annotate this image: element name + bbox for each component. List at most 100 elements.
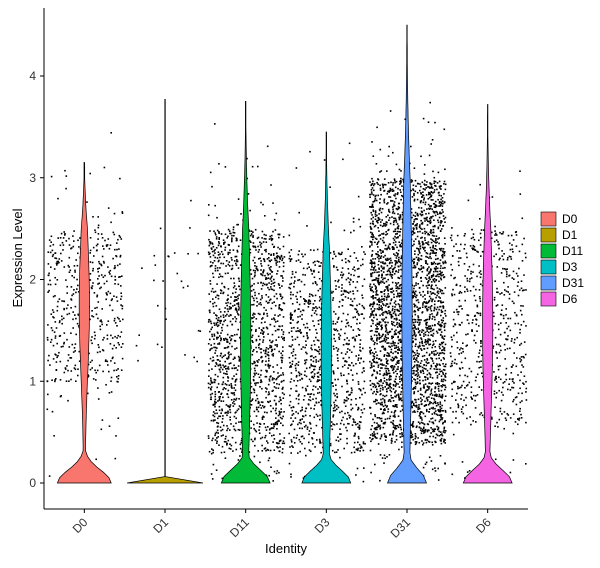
data-point <box>336 393 338 395</box>
data-point <box>423 359 426 361</box>
data-point <box>441 197 444 199</box>
data-point <box>208 450 211 453</box>
data-point <box>278 307 280 310</box>
data-point <box>231 345 233 348</box>
data-point <box>217 417 219 420</box>
data-point <box>304 346 306 349</box>
data-point <box>231 387 233 389</box>
data-point <box>223 366 225 368</box>
data-point <box>362 387 365 390</box>
data-point <box>354 308 356 310</box>
data-point <box>268 301 270 304</box>
data-point <box>73 289 75 291</box>
data-point <box>380 434 383 436</box>
data-point <box>63 266 66 268</box>
data-point <box>426 396 428 399</box>
data-point <box>380 211 383 214</box>
data-point <box>333 265 335 267</box>
data-point <box>393 330 396 333</box>
data-point <box>395 438 398 441</box>
data-point <box>397 253 399 255</box>
data-point <box>290 249 293 251</box>
data-point <box>443 254 446 257</box>
data-point <box>443 193 445 195</box>
data-point <box>441 393 444 396</box>
data-point <box>306 428 309 430</box>
data-point <box>428 318 430 321</box>
data-point <box>280 408 282 410</box>
data-point <box>429 401 431 403</box>
data-point <box>376 338 378 340</box>
data-point <box>211 250 214 253</box>
data-point <box>263 423 265 425</box>
data-point <box>266 277 268 280</box>
data-point <box>411 376 413 378</box>
data-point <box>48 239 51 241</box>
data-point <box>282 424 284 427</box>
data-point <box>295 363 298 365</box>
data-point <box>293 310 296 313</box>
data-point <box>401 433 403 436</box>
data-point <box>444 260 447 263</box>
data-point <box>430 305 433 307</box>
data-point <box>257 406 260 409</box>
data-point <box>396 326 399 328</box>
data-point <box>305 359 308 361</box>
data-point <box>261 318 263 320</box>
data-point <box>68 266 70 268</box>
data-point <box>264 387 267 389</box>
data-point <box>197 329 200 332</box>
data-point <box>370 339 373 341</box>
data-point <box>280 411 283 413</box>
data-point <box>373 200 376 203</box>
data-point <box>398 348 400 350</box>
data-point <box>249 240 251 242</box>
data-point <box>430 397 433 399</box>
data-point <box>418 353 420 355</box>
data-point <box>384 435 386 437</box>
data-point <box>260 265 263 267</box>
data-point <box>397 277 400 279</box>
data-point <box>214 401 216 404</box>
data-point <box>95 371 97 374</box>
data-point <box>251 277 254 280</box>
data-point <box>302 267 305 270</box>
data-point <box>312 365 314 367</box>
data-point <box>260 356 262 359</box>
data-point <box>214 365 217 367</box>
data-point <box>250 404 253 406</box>
data-point <box>350 304 353 306</box>
data-point <box>119 177 121 180</box>
data-point <box>278 306 280 308</box>
data-point <box>217 343 219 345</box>
data-point <box>308 441 310 444</box>
data-point <box>257 382 259 384</box>
data-point <box>440 274 443 277</box>
data-point <box>394 262 397 265</box>
data-point <box>395 425 397 427</box>
data-point <box>114 265 116 267</box>
data-point <box>279 411 281 414</box>
data-point <box>290 406 293 409</box>
data-point <box>222 364 224 367</box>
data-point <box>353 441 356 444</box>
data-point <box>378 385 380 388</box>
data-point <box>425 255 427 258</box>
data-point <box>46 408 49 411</box>
data-point <box>259 348 262 350</box>
data-point <box>434 180 437 183</box>
data-point <box>103 248 105 250</box>
data-point <box>226 444 228 446</box>
data-point <box>414 437 417 440</box>
data-point <box>282 374 285 376</box>
data-point <box>256 305 258 307</box>
data-point <box>351 407 354 410</box>
data-point <box>349 255 352 257</box>
data-point <box>413 324 415 326</box>
data-point <box>214 267 217 270</box>
data-point <box>221 417 224 420</box>
data-point <box>434 437 437 439</box>
data-point <box>424 331 427 334</box>
data-point <box>391 188 394 191</box>
data-point <box>275 339 277 341</box>
